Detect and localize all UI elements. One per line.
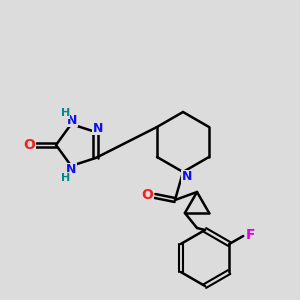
- Text: N: N: [67, 114, 77, 127]
- Text: N: N: [93, 122, 103, 135]
- Text: N: N: [66, 164, 76, 176]
- Text: O: O: [23, 138, 35, 152]
- Text: O: O: [141, 188, 153, 202]
- Text: F: F: [245, 228, 255, 242]
- Text: H: H: [61, 173, 70, 183]
- Text: H: H: [61, 108, 70, 118]
- Text: N: N: [182, 170, 192, 184]
